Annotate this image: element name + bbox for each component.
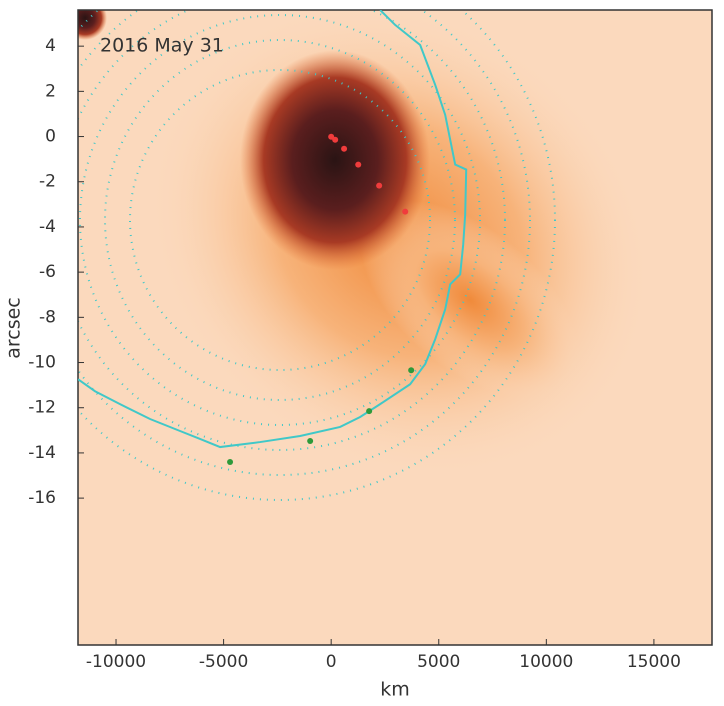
y-tick-label: 4 [45, 36, 56, 56]
y-tick-label: 2 [45, 81, 56, 101]
point [408, 367, 415, 374]
y-axis-label: arcsec [3, 297, 25, 359]
y-tick-label: -2 [39, 172, 56, 192]
x-tick-label: 0 [326, 652, 337, 672]
x-axis-label: km [380, 679, 410, 701]
y-tick-label: -16 [28, 488, 56, 508]
x-tick-label: 10000 [519, 652, 573, 672]
y-tick-label: -14 [28, 443, 56, 463]
annotation: 2016 May 31 [100, 35, 224, 57]
y-tick-label: -6 [39, 262, 56, 282]
x-tick-label: 5000 [417, 652, 460, 672]
point [307, 437, 314, 444]
point [376, 182, 383, 189]
y-tick-label: -12 [28, 398, 56, 418]
point [332, 136, 339, 143]
y-tick-label: -4 [39, 217, 56, 237]
y-tick-label: -8 [39, 307, 56, 327]
x-tick-label: -10000 [86, 652, 146, 672]
grid-dots [78, 10, 556, 501]
point [341, 145, 348, 152]
boundary-line [78, 10, 468, 449]
plot-frame [77, 9, 713, 646]
point [355, 161, 362, 168]
point [402, 208, 409, 215]
x-tick-label: 15000 [627, 652, 681, 672]
point [366, 408, 373, 415]
x-tick-label: -5000 [199, 652, 248, 672]
y-tick-label: -10 [28, 353, 56, 373]
y-tick-label: 0 [45, 127, 56, 147]
image [78, 10, 712, 645]
point [227, 458, 234, 465]
